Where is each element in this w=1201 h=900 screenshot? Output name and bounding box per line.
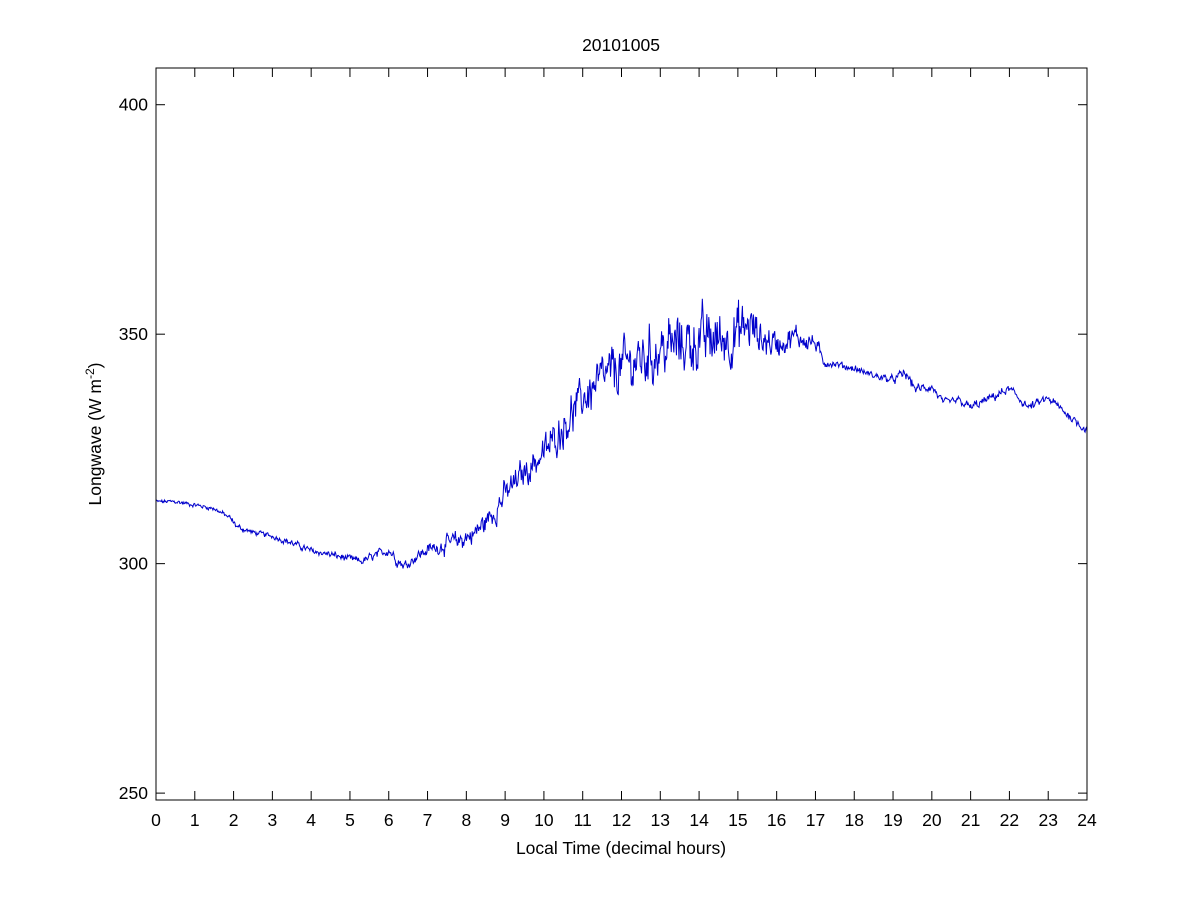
x-tick-label: 20 — [922, 810, 942, 830]
y-tick-label: 350 — [119, 324, 148, 344]
x-tick-label: 24 — [1077, 810, 1097, 830]
x-tick-label: 8 — [461, 810, 471, 830]
x-tick-label: 16 — [767, 810, 786, 830]
x-tick-label: 22 — [1000, 810, 1019, 830]
y-tick-label: 250 — [119, 783, 148, 803]
x-tick-label: 9 — [500, 810, 510, 830]
x-tick-label: 11 — [574, 810, 592, 830]
y-axis: 250 300 350 400 — [119, 95, 1087, 803]
x-tick-label: 7 — [423, 810, 433, 830]
x-tick-label: 15 — [728, 810, 747, 830]
x-tick-label: 18 — [845, 810, 864, 830]
x-tick-label: 2 — [229, 810, 239, 830]
x-tick-label: 19 — [883, 810, 902, 830]
x-tick-label: 5 — [345, 810, 355, 830]
x-tick-label: 14 — [689, 810, 709, 830]
plot-frame — [155, 67, 1088, 801]
x-tick-label: 0 — [151, 810, 161, 830]
y-tick-label: 400 — [119, 95, 148, 115]
chart-title: 20101005 — [582, 35, 660, 55]
y-axis-label: Longwave (W m-2) — [83, 363, 105, 506]
y-axis-label-suffix: ) — [85, 363, 105, 369]
x-tick-label: 4 — [306, 810, 316, 830]
x-tick-label: 23 — [1038, 810, 1057, 830]
x-axis: 0 1 2 3 4 5 6 7 8 9 10 11 12 13 14 15 16 17 18 19 20 21 22 23 24 — [151, 68, 1097, 830]
x-tick-label: 17 — [806, 810, 825, 830]
x-tick-label: 12 — [612, 810, 631, 830]
x-tick-label: 3 — [268, 810, 278, 830]
plot-area — [155, 298, 1088, 569]
x-tick-label: 1 — [190, 810, 200, 830]
y-axis-label-superscript: -2 — [83, 368, 97, 379]
series-line — [155, 298, 1088, 569]
x-tick-label: 10 — [534, 810, 554, 830]
x-tick-label: 13 — [651, 810, 670, 830]
x-axis-label: Local Time (decimal hours) — [516, 838, 726, 858]
x-tick-label: 21 — [961, 810, 980, 830]
y-tick-label: 300 — [119, 554, 148, 574]
x-tick-label: 6 — [384, 810, 394, 830]
y-axis-label-text: Longwave (W m — [85, 379, 105, 505]
